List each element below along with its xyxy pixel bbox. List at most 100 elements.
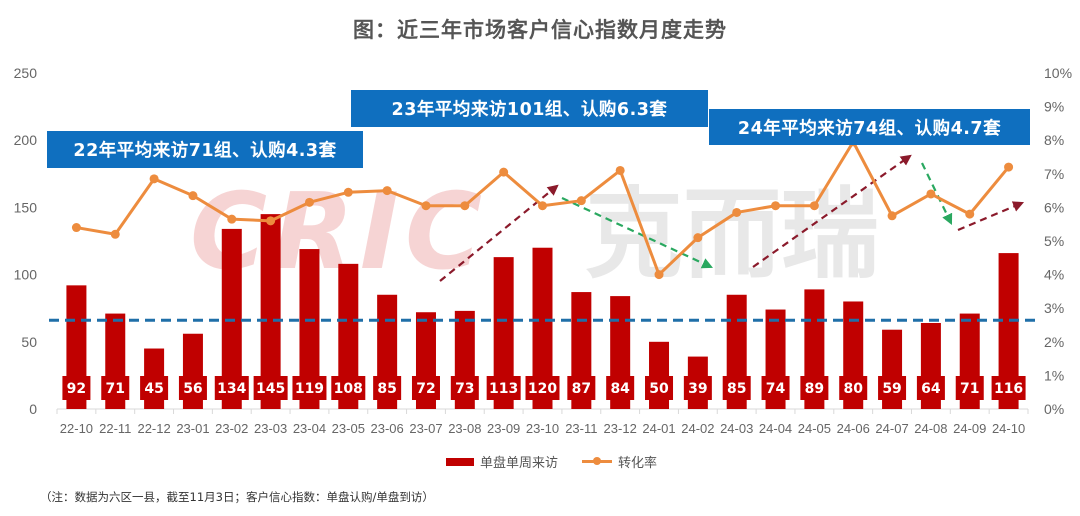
legend-bar-label: 单盘单周来访	[480, 456, 559, 471]
svg-text:1%: 1%	[1044, 367, 1064, 383]
legend-item-line: 转化率	[582, 452, 657, 471]
line-point	[965, 209, 975, 219]
line-point	[887, 211, 897, 221]
svg-text:23-08: 23-08	[448, 421, 481, 436]
svg-text:23-02: 23-02	[215, 421, 248, 436]
line-point	[266, 216, 276, 226]
line-point	[1004, 162, 1014, 172]
svg-text:39: 39	[688, 381, 707, 397]
svg-text:50: 50	[649, 381, 669, 397]
svg-text:24-09: 24-09	[953, 421, 986, 436]
svg-text:74: 74	[766, 381, 786, 397]
line-point	[615, 165, 625, 175]
line-point	[576, 196, 586, 206]
svg-text:5%: 5%	[1044, 233, 1064, 249]
watermark: CRIC 克而瑞	[190, 171, 879, 293]
svg-text:8%: 8%	[1044, 132, 1064, 148]
svg-text:3%: 3%	[1044, 300, 1064, 316]
svg-text:87: 87	[572, 381, 591, 397]
svg-text:23-04: 23-04	[293, 421, 326, 436]
svg-text:6%: 6%	[1044, 199, 1064, 215]
svg-text:22-12: 22-12	[137, 421, 170, 436]
bar	[493, 257, 514, 409]
svg-text:克而瑞: 克而瑞	[585, 178, 879, 292]
svg-text:24-08: 24-08	[914, 421, 947, 436]
svg-text:72: 72	[416, 381, 435, 397]
line-point	[538, 201, 547, 211]
svg-text:71: 71	[106, 381, 125, 397]
svg-text:73: 73	[455, 381, 474, 397]
footnote: （注：数据为六区一县，截至11月3日；客户信心指数：单盘认购/单盘到访）	[40, 490, 434, 504]
svg-text:23-03: 23-03	[254, 421, 287, 436]
svg-text:84: 84	[610, 381, 630, 397]
line-point	[460, 201, 470, 211]
svg-text:7%: 7%	[1044, 166, 1064, 182]
line-point	[499, 167, 509, 177]
svg-text:80: 80	[843, 381, 863, 397]
line-point	[343, 187, 353, 197]
svg-text:145: 145	[256, 381, 285, 397]
down-trend-arrow-icon	[561, 197, 713, 269]
svg-text:108: 108	[334, 381, 363, 397]
callout-2024: 24年平均来访74组、认购4.7套	[709, 109, 1030, 145]
legend: 单盘单周来访 转化率	[446, 452, 681, 471]
bar	[260, 214, 281, 409]
svg-text:24-07: 24-07	[875, 421, 908, 436]
svg-text:24-10: 24-10	[992, 421, 1025, 436]
svg-text:71: 71	[960, 381, 979, 397]
chart-title: 图：近三年市场客户信心指数月度走势	[353, 18, 727, 42]
left-y-axis: 0 50 100 150 200 250	[14, 65, 38, 417]
line-point	[149, 174, 159, 184]
svg-text:23-06: 23-06	[371, 421, 404, 436]
line-point	[227, 214, 237, 224]
up-trend-arrow-icon	[752, 154, 912, 268]
svg-text:56: 56	[183, 381, 202, 397]
svg-text:22-10: 22-10	[60, 421, 93, 436]
svg-text:116: 116	[994, 381, 1023, 397]
line-point	[188, 191, 198, 201]
svg-text:0%: 0%	[1044, 401, 1064, 417]
bar	[532, 247, 553, 409]
svg-text:64: 64	[921, 381, 941, 397]
line-point	[926, 189, 936, 199]
svg-text:23-09: 23-09	[487, 421, 520, 436]
line-point	[693, 233, 703, 243]
legend-bar-swatch-icon	[446, 457, 474, 466]
svg-text:24-01: 24-01	[642, 421, 675, 436]
right-y-axis: 0% 1% 2% 3% 4% 5% 6% 7% 8% 9% 10%	[1044, 65, 1072, 417]
legend-line-swatch-icon	[582, 457, 613, 465]
svg-text:23-05: 23-05	[332, 421, 365, 436]
x-axis: 22-10 22-11 22-12 23-01 23-02 23-03 23-04 23-05…	[56, 408, 1029, 436]
svg-text:24-06: 24-06	[837, 421, 870, 436]
line-point	[809, 201, 819, 211]
svg-text:45: 45	[144, 381, 163, 397]
callout-2022: 22年平均来访71组、认购4.3套	[47, 131, 363, 168]
line-point	[382, 186, 392, 196]
svg-text:85: 85	[377, 381, 396, 397]
line-point	[732, 207, 742, 217]
svg-text:22-11: 22-11	[99, 421, 131, 436]
svg-text:89: 89	[805, 381, 824, 397]
line-point	[771, 201, 781, 211]
svg-text:23-01: 23-01	[176, 421, 209, 436]
svg-text:150: 150	[14, 199, 38, 215]
bar	[338, 263, 359, 409]
svg-text:2%: 2%	[1044, 334, 1064, 350]
line-point	[654, 270, 664, 280]
svg-text:24-03: 24-03	[720, 421, 753, 436]
svg-text:250: 250	[14, 65, 38, 81]
bar-value-labels: 92 71 45 56 134 145 119 108 85 72 73 113 120 87 84 50 39…	[62, 376, 1026, 400]
svg-text:0: 0	[29, 401, 37, 417]
line-point	[304, 197, 314, 207]
svg-text:10%: 10%	[1044, 65, 1072, 81]
svg-text:24-02: 24-02	[681, 421, 714, 436]
svg-text:85: 85	[727, 381, 746, 397]
legend-line-label: 转化率	[618, 456, 658, 471]
line-point	[71, 223, 81, 233]
svg-text:59: 59	[882, 381, 901, 397]
bar	[998, 253, 1019, 409]
svg-text:120: 120	[528, 381, 557, 397]
svg-text:23-11: 23-11	[565, 421, 597, 436]
svg-text:50: 50	[21, 334, 37, 350]
